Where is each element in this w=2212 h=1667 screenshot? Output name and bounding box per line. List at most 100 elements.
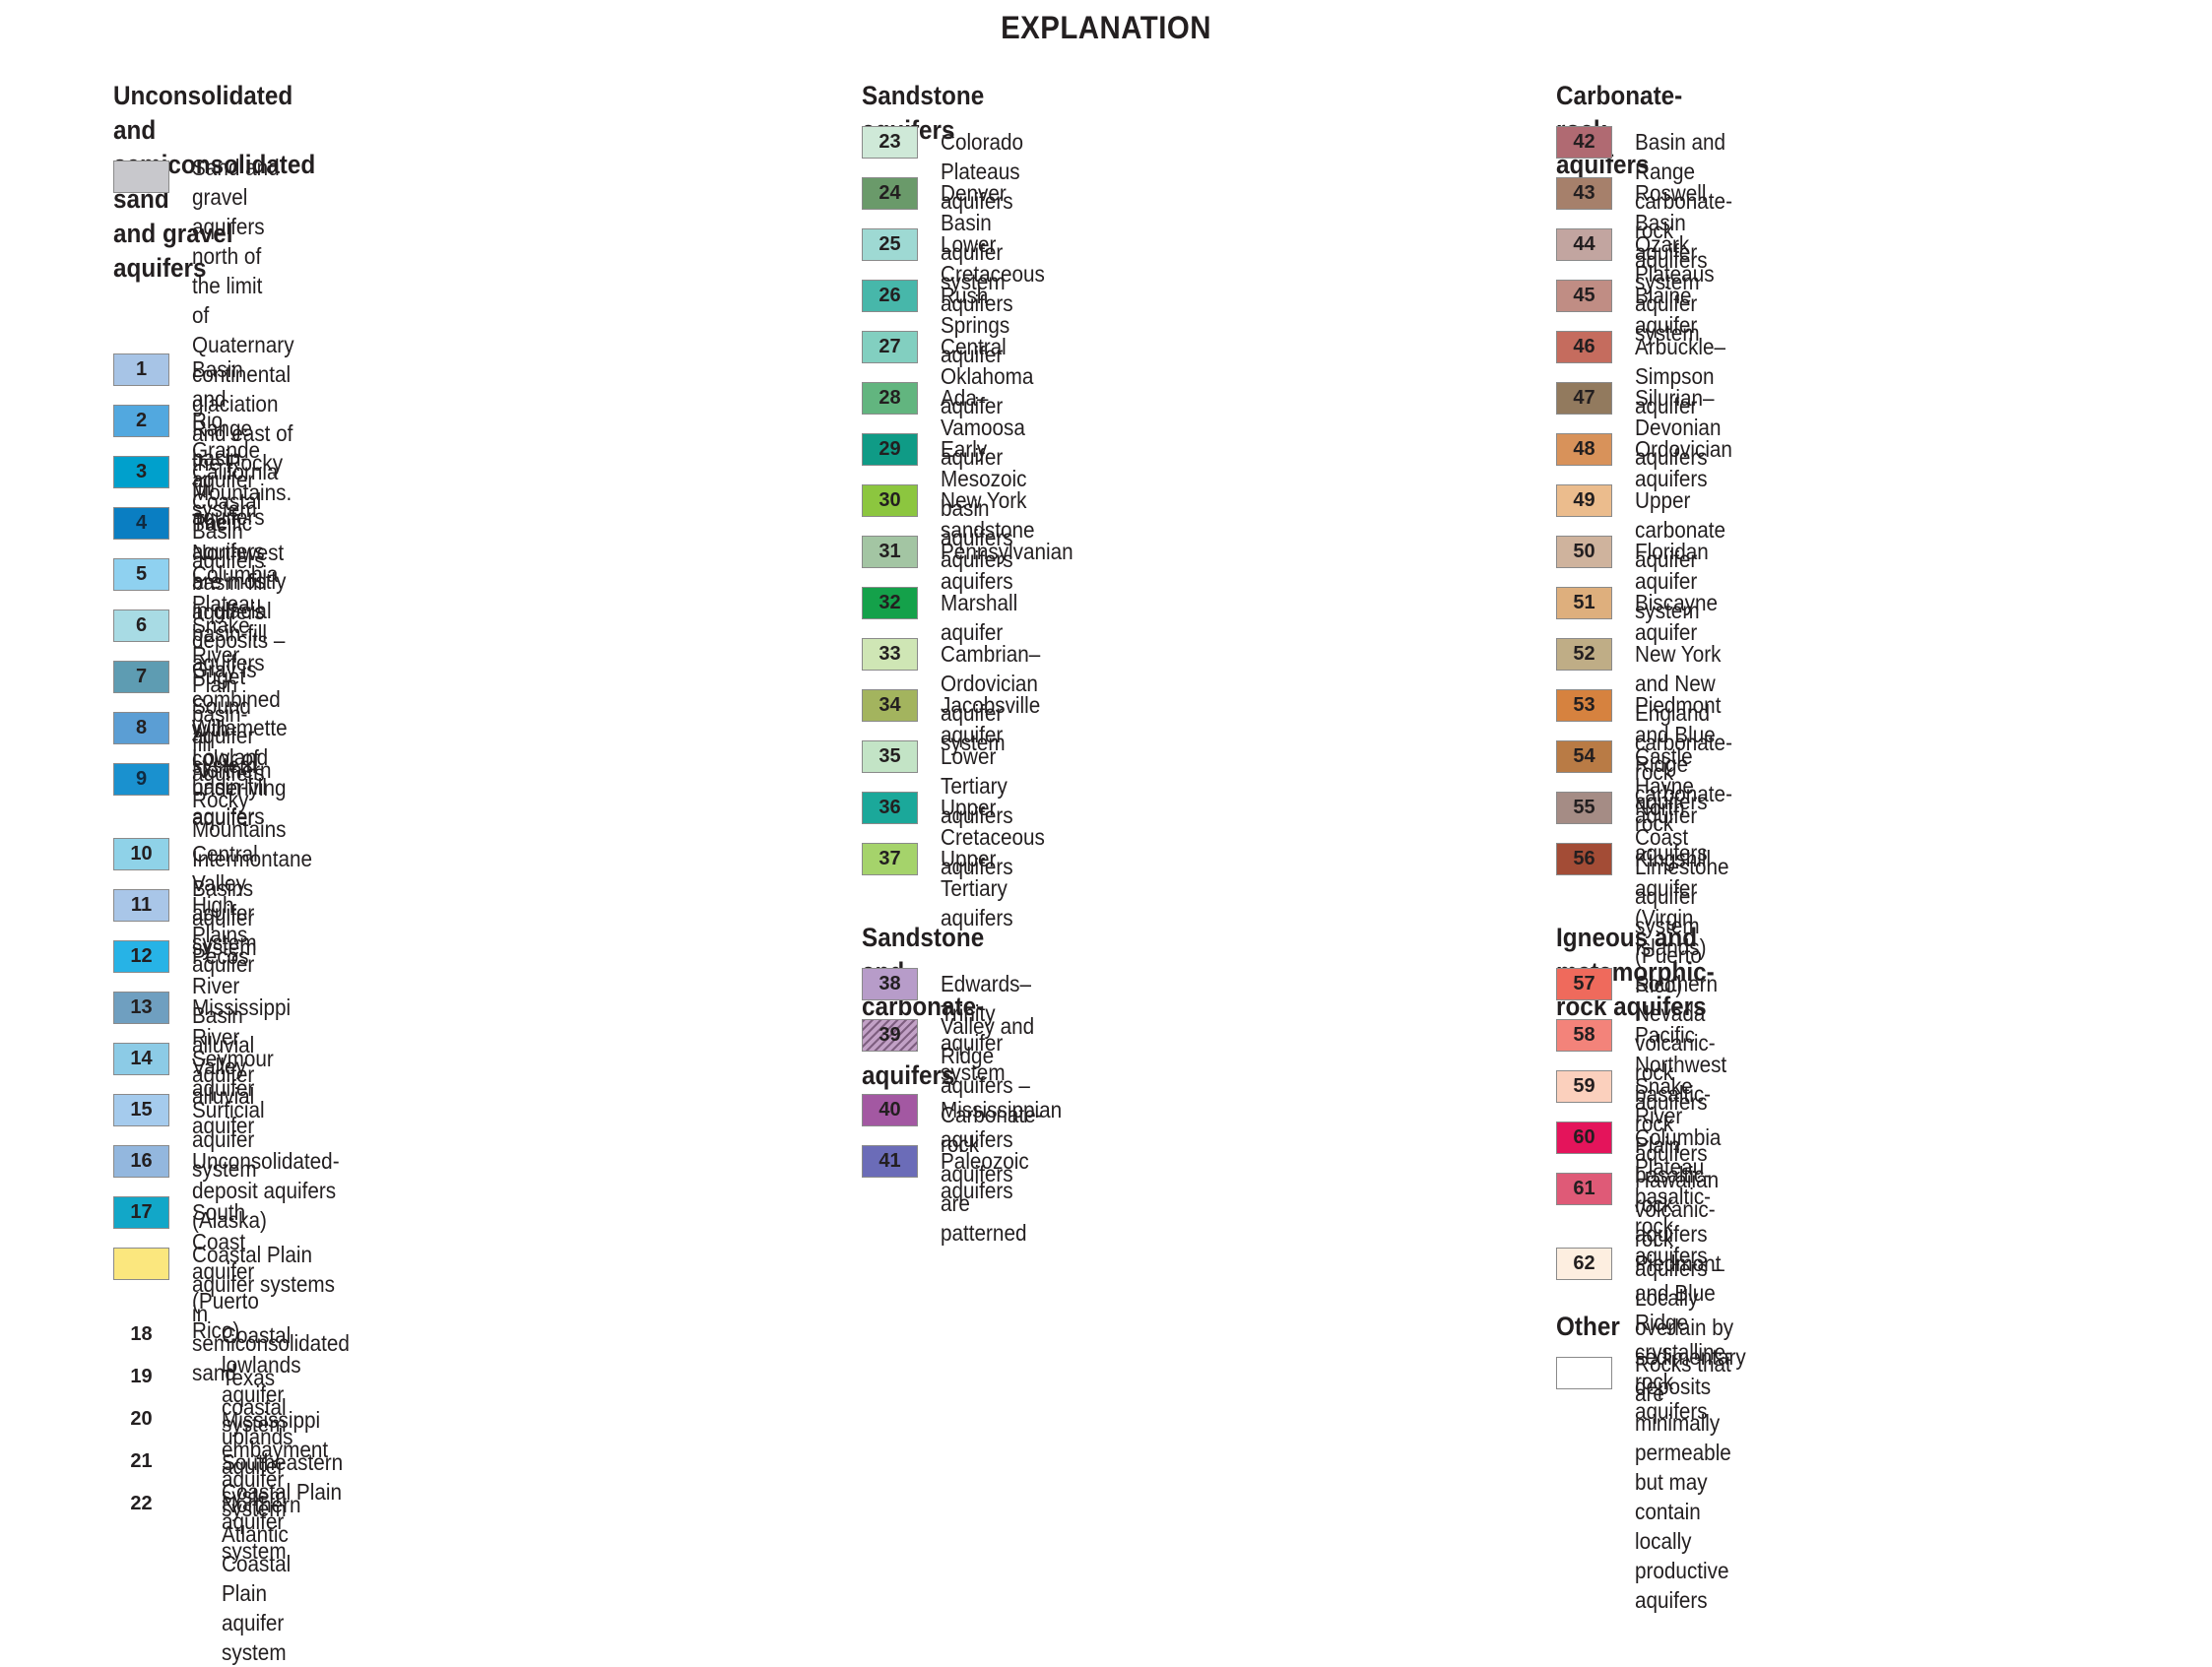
unit-label: Mississippi River Valley alluvial aquife… [192,994,292,1138]
color-swatch: 40 [862,1094,918,1126]
color-swatch: 8 [113,712,169,744]
unit-label: Blaine aquifer [1635,283,1698,338]
unit-label: High Plains aquifer [192,892,255,977]
unit-number: 2 [135,410,148,431]
unit-number: 49 [1573,489,1595,511]
unit-label: Valley and Ridge aquifers – Carbonate-ro… [941,1013,1043,1246]
unit-label: Pennsylvanian aquifers [941,539,1073,594]
unit-number: 41 [878,1150,901,1172]
unit-label: Colorado Plateaus aquifers [941,129,1024,214]
unit-number: 16 [130,1150,153,1172]
color-swatch: 37 [862,843,918,875]
unit-label: North Coast Limestone aquifer system (Pu… [1635,795,1729,997]
unit-label: Pacific Northwest basin-fill aquifers [192,510,285,624]
unit-label: California Coastal Basin aquifers [192,459,279,573]
color-swatch [113,160,169,193]
unit-label: Marshall aquifer [941,590,1018,645]
unit-label: Seymour aquifer [192,1046,274,1101]
unit-number: 21 [130,1450,153,1472]
unit-number: 31 [878,541,901,562]
color-swatch: 33 [862,638,918,671]
color-swatch: 23 [862,126,918,159]
color-swatch: 44 [1556,228,1612,261]
unit-number: 58 [1573,1024,1595,1046]
unit-number: 12 [130,945,153,967]
unit-label: Columbia Plateau basin-fill aquifers [192,561,279,675]
color-swatch: 17 [113,1196,169,1229]
unit-label: Upper carbonate aquifer [1635,487,1726,572]
unit-number: 13 [130,996,153,1018]
unit-label: Mississippian aquifers [941,1097,1063,1152]
unit-number: 42 [1573,131,1595,153]
unit-label: Coastal Plain aquifer systems in semicon… [192,1242,350,1385]
unit-number: 19 [130,1366,153,1387]
legend-title: EXPLANATION [1001,10,1211,45]
unit-label: Rush Springs aquifer [941,283,1010,367]
unit-number: 53 [1573,694,1595,716]
color-swatch: 7 [113,661,169,693]
unit-label: Floridan aquifer system [1635,539,1709,623]
unit-number: 15 [130,1099,153,1121]
color-swatch: 35 [862,740,918,773]
color-swatch: 41 [862,1145,918,1178]
unit-number: 4 [135,512,148,534]
color-swatch: 3 [113,456,169,488]
unit-label: Piedmont and Blue Ridge carbonate-rock a… [1635,692,1732,866]
color-swatch: 11 [113,889,169,922]
color-swatch: 39 [862,1019,918,1052]
color-swatch: 36 [862,792,918,824]
unit-number: 46 [1573,336,1595,357]
unit-number: 33 [878,643,901,665]
unit-label: Unconsolidated-deposit aquifers (Alaska) [192,1148,340,1233]
unit-label: Ordovician aquifers [1635,436,1732,491]
color-swatch: 26 [862,280,918,312]
unit-label: Silurian–Devonian aquifers [1635,385,1722,470]
unit-number: 61 [1573,1178,1595,1199]
color-swatch: 12 [113,940,169,973]
color-swatch: 1 [113,353,169,386]
color-swatch: 50 [1556,536,1612,568]
unit-number: 29 [878,438,901,460]
unit-label: Castle Hayne aquifer [1635,743,1698,828]
unit-number: 48 [1573,438,1595,460]
color-swatch: 52 [1556,638,1612,671]
unit-label: Piedmont and Blue Ridge crystalline-rock… [1635,1250,1732,1424]
unit-label: Rocks that are minimally permeable but m… [1635,1351,1731,1613]
unit-label: Basin and Range carbonate-rock aquifers [1635,129,1732,273]
color-swatch: 43 [1556,177,1612,210]
color-swatch: 46 [1556,331,1612,363]
section-heading: Other [1556,1312,1620,1341]
unit-label: Basin and Range basin-fill aquifers [192,356,265,530]
unit-label: Central Valley aquifer system [192,841,258,955]
unit-number: 6 [135,614,148,636]
unit-label: Rio Grande aquifer system [192,408,261,522]
color-swatch: 54 [1556,740,1612,773]
color-swatch: 53 [1556,689,1612,722]
color-swatch: 57 [1556,968,1612,1000]
unit-number: 9 [135,768,148,790]
unit-number: 56 [1573,848,1595,869]
unit-number: 47 [1573,387,1595,409]
unit-label: Arbuckle–Simpson aquifer [1635,334,1726,418]
color-swatch: 9 [113,763,169,796]
unit-label: Edwards–Trinity aquifer system [941,971,1032,1085]
color-swatch: 24 [862,177,918,210]
unit-label: New York sandstone aquifers [941,487,1035,572]
unit-number: 24 [878,182,901,204]
color-swatch: 45 [1556,280,1612,312]
unit-label: Pacific Northwest basaltic-rock aquifers [1635,1022,1727,1166]
unit-number: 8 [135,717,148,738]
color-swatch: 2 [113,405,169,437]
unit-label: Coastal lowlands aquifer system [222,1322,301,1437]
unit-label: Pecos River Basin alluvial aquifer [192,943,255,1087]
unit-label: Willamette Lowland basin-fill aquifers [192,715,288,829]
unit-number: 35 [878,745,901,767]
unit-number: 39 [878,1024,901,1046]
unit-label: Sand and gravel aquifers north of the li… [192,155,294,830]
color-swatch: 49 [1556,484,1612,517]
color-swatch: 4 [113,507,169,540]
color-swatch: 56 [1556,843,1612,875]
unit-number: 34 [878,694,901,716]
color-swatch: 5 [113,558,169,591]
unit-number: 44 [1573,233,1595,255]
